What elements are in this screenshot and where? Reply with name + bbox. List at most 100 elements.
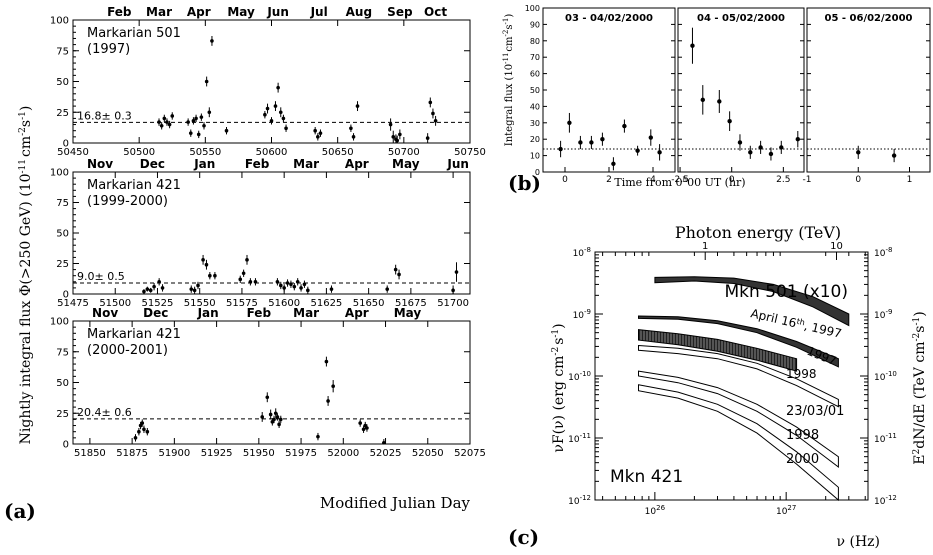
subpanel-frame — [543, 8, 675, 172]
data-point — [352, 135, 356, 139]
x-tick-label: -1 — [803, 175, 812, 185]
data-point — [205, 80, 209, 84]
y-tick-label: 90 — [530, 20, 540, 29]
source-name: Markarian 421 — [87, 327, 181, 342]
data-point — [398, 133, 402, 137]
data-point — [146, 287, 150, 291]
y-tick-label: 75 — [56, 46, 69, 57]
x-tick-label: 51475 — [57, 298, 89, 309]
data-point — [758, 145, 762, 149]
data-point — [134, 436, 138, 440]
x-tick-label: 51875 — [116, 448, 148, 459]
month-label: Apr — [187, 5, 211, 19]
month-label: Dec — [140, 157, 165, 171]
data-point — [263, 113, 267, 117]
data-point — [165, 120, 169, 124]
night-label: 04 - 05/02/2000 — [697, 13, 785, 24]
data-point — [319, 131, 323, 135]
panel-c-ylabel-right: E2dN/dE (TeV cm-2s-1) — [912, 311, 928, 464]
data-point — [649, 135, 653, 139]
month-label: Jun — [266, 5, 289, 19]
data-point — [331, 384, 335, 388]
y-tick-label: 10-12 — [568, 494, 591, 507]
sed-series-label: 23/03/01 — [786, 404, 844, 419]
x-tick-label: 51850 — [74, 448, 106, 459]
sed-series-label: 1997 — [805, 344, 839, 368]
data-point — [356, 104, 360, 108]
data-point — [284, 126, 288, 130]
data-point — [892, 153, 896, 157]
month-label: Feb — [247, 306, 272, 320]
y-tick-label: 50 — [56, 77, 69, 88]
sed-series-label-end: , 1997 — [803, 319, 843, 341]
data-point — [201, 258, 205, 262]
right-tick-label: 10-10 — [874, 370, 897, 383]
data-point — [196, 284, 200, 288]
lightcurve-mkn501-1997: 0 25 50 75 100 50450 50500 50550 50600 50650 50700… — [50, 5, 486, 158]
data-point — [142, 290, 146, 294]
month-label: Nov — [87, 157, 113, 171]
data-point — [394, 268, 398, 272]
data-point — [856, 150, 860, 154]
month-label: Dec — [143, 306, 168, 320]
data-point — [395, 139, 399, 143]
data-point — [279, 110, 283, 114]
x-tick-label: 2 — [606, 175, 612, 185]
data-point — [245, 258, 249, 262]
right-tick-label: 10-11 — [874, 432, 897, 445]
data-point — [270, 119, 274, 123]
data-point — [690, 44, 694, 48]
lightcurve-mkn421-2000: 025507510051850 51875 51900 51925 51950 51975… — [50, 306, 486, 459]
data-point — [149, 289, 153, 293]
data-point — [170, 114, 174, 118]
data-point — [189, 131, 193, 135]
month-label: May — [227, 5, 255, 19]
y-tick-label: 25 — [56, 108, 69, 119]
month-label: Feb — [245, 157, 270, 171]
data-point — [558, 147, 562, 151]
y-tick-label: 70 — [530, 53, 540, 62]
right-tick-exp: -9 — [885, 308, 892, 316]
data-point — [365, 426, 369, 430]
data-point — [254, 280, 258, 284]
data-point — [701, 98, 705, 102]
panel-a-ylabel: Nightly integral flux Φ(>250 GeV) (10-11… — [18, 106, 34, 445]
y-tick-label: 50 — [56, 378, 69, 389]
x-tick-label: 51975 — [285, 448, 317, 459]
data-point — [622, 124, 626, 128]
data-point — [202, 124, 206, 128]
panel-a-xlabel: Modified Julian Day — [320, 494, 471, 512]
mean-flux-label: 20.4± 0.6 — [77, 406, 132, 419]
x-tick-label: 1 — [907, 175, 913, 185]
data-point — [299, 286, 303, 290]
x-tick-label: 51900 — [158, 448, 190, 459]
data-point — [727, 119, 731, 123]
data-point — [567, 121, 571, 125]
month-label: Feb — [107, 5, 132, 19]
data-point — [293, 285, 297, 289]
data-point — [635, 148, 639, 152]
data-point — [382, 441, 386, 445]
data-point — [197, 133, 201, 137]
y-tick-label: 10-8 — [573, 246, 591, 259]
data-point — [260, 415, 264, 419]
month-label: May — [392, 157, 420, 171]
x-tick-label: 51700 — [437, 298, 469, 309]
month-label: Jan — [193, 157, 215, 171]
subpanel-frame — [807, 8, 930, 172]
right-tick-exp: -12 — [885, 494, 896, 502]
data-point — [210, 39, 214, 43]
month-label: Mar — [146, 5, 172, 19]
data-point — [160, 124, 164, 128]
data-point — [738, 140, 742, 144]
data-point — [316, 135, 320, 139]
sed-series-label: 1998 — [786, 428, 819, 443]
data-point — [193, 289, 197, 293]
data-point — [142, 427, 146, 431]
panel-c-letter: (c) — [508, 525, 539, 549]
data-point — [168, 123, 172, 127]
data-point — [451, 289, 455, 293]
data-point — [657, 150, 661, 154]
y-tick-label: 60 — [530, 70, 540, 79]
data-point — [385, 287, 389, 291]
